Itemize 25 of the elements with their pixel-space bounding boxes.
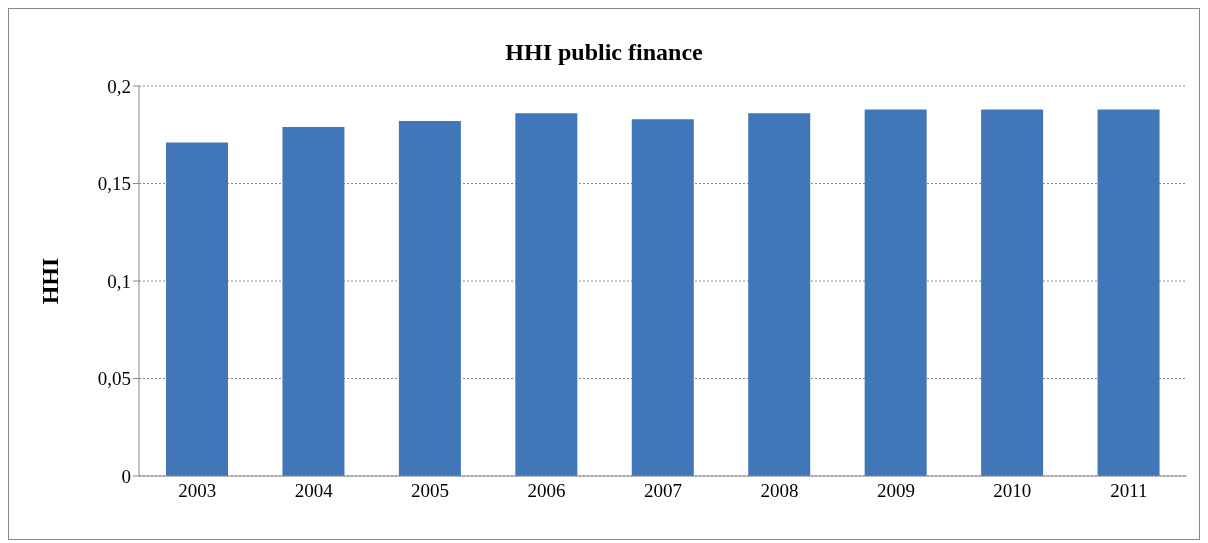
- x-tick-label: 2010: [993, 480, 1032, 502]
- y-tick-label: 0,05: [97, 368, 131, 390]
- x-tick-label: 2003: [178, 480, 217, 502]
- bar: [631, 119, 694, 476]
- y-tick-label: 0,1: [107, 270, 131, 292]
- y-axis-title: HHI: [36, 257, 63, 305]
- chart-title: HHI public finance: [504, 39, 704, 66]
- bar: [515, 113, 578, 476]
- bar: [398, 121, 461, 476]
- x-tick-label: 2008: [760, 480, 799, 502]
- x-tick-label: 2011: [1110, 480, 1148, 502]
- y-tick-label: 0,2: [107, 75, 131, 97]
- x-tick-label: 2004: [294, 480, 334, 502]
- y-tick-label: 0,15: [97, 173, 131, 195]
- bar: [748, 113, 811, 476]
- x-tick-label: 2007: [644, 480, 682, 502]
- bar: [166, 142, 228, 476]
- y-tick-label: 0: [121, 465, 131, 487]
- bar: [864, 109, 927, 476]
- x-tick-label: 2009: [876, 480, 915, 502]
- bar: [282, 126, 345, 476]
- bar: [1097, 109, 1160, 476]
- x-tick-label: 2005: [411, 480, 450, 502]
- bar: [981, 109, 1044, 476]
- x-tick-label: 2006: [527, 480, 566, 502]
